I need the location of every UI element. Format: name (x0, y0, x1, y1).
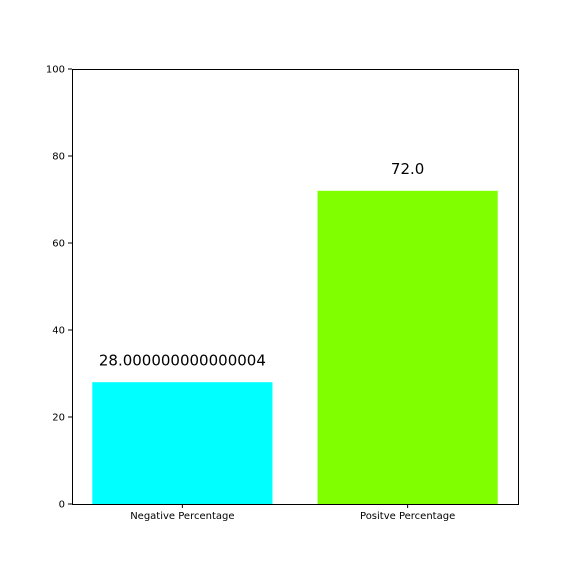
y-tick-label: 100 (46, 65, 65, 76)
data-labels-layer: 28.000000000000004 72.0 (99, 160, 424, 369)
x-tick-label: Positve Percentage (360, 511, 455, 522)
bar-negative (92, 382, 273, 504)
x-axis: Negative Percentage Positve Percentage (130, 504, 455, 522)
y-tick-label: 20 (52, 413, 65, 424)
plot-frame (72, 69, 519, 505)
data-label-negative: 28.000000000000004 (99, 351, 266, 369)
x-tick-label: Negative Percentage (130, 511, 234, 522)
y-tick-label: 60 (52, 239, 65, 250)
bar-positive (317, 190, 498, 505)
y-tick-label: 0 (59, 500, 65, 511)
y-axis: 0 20 40 60 80 100 (46, 65, 72, 511)
data-label-positive: 72.0 (391, 160, 424, 178)
y-tick-label: 80 (52, 152, 65, 163)
y-tick-label: 40 (52, 326, 65, 337)
bars-layer (92, 190, 498, 505)
